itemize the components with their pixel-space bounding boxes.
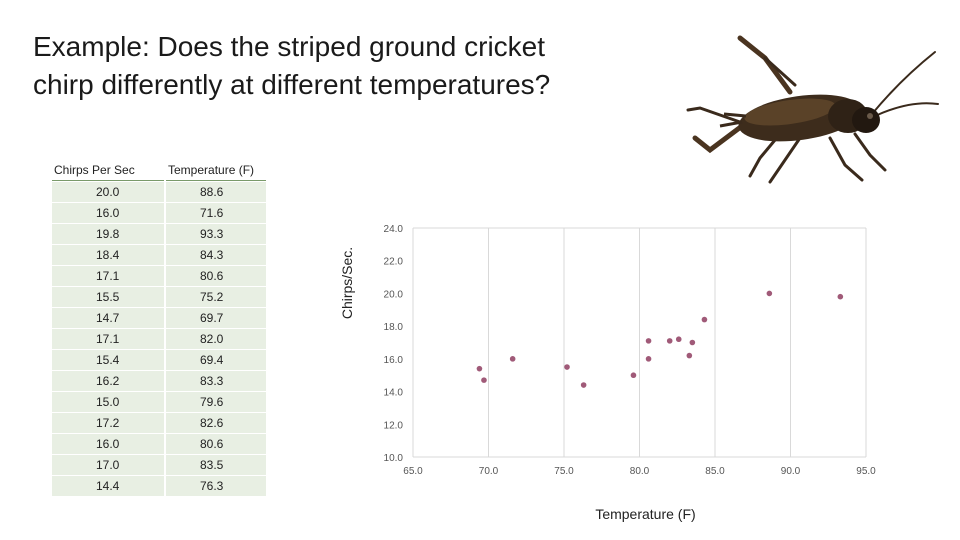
chirps-cell: 18.4 xyxy=(52,245,164,265)
table-row: 17.2 82.6 xyxy=(52,413,266,433)
scatter-chart: 10.0 12.0 14.0 16.0 18.0 20.0 22.0 24.0 65.0 70.0… xyxy=(339,224,876,522)
data-point xyxy=(481,377,487,383)
data-point xyxy=(645,356,652,362)
chirps-cell: 16.0 xyxy=(52,434,164,454)
table-row: 14.7 69.7 xyxy=(52,308,266,328)
y-tick-label: 24.0 xyxy=(384,224,404,235)
table-row: 15.4 69.4 xyxy=(52,350,266,370)
x-tick-label: 70.0 xyxy=(479,466,499,477)
y-tick-label: 20.0 xyxy=(384,289,404,300)
table-row: 19.8 93.3 xyxy=(52,224,266,244)
chirps-cell: 16.2 xyxy=(52,371,164,391)
chirps-cell: 17.1 xyxy=(52,329,164,349)
table-row: 17.1 80.6 xyxy=(52,266,266,286)
table-row: 15.5 75.2 xyxy=(52,287,266,307)
chirps-cell: 15.0 xyxy=(52,392,164,412)
temperature-cell: 75.2 xyxy=(166,287,266,307)
y-tick-label: 22.0 xyxy=(384,257,404,268)
slide-title-line-2: chirp differently at different temperatu… xyxy=(33,69,551,100)
table-row: 17.1 82.0 xyxy=(52,329,266,349)
y-axis-title: Chirps/Sec. xyxy=(339,247,355,319)
slide-title-line-1: Example: Does the striped ground cricket xyxy=(33,31,546,62)
temperature-cell: 69.4 xyxy=(166,350,266,370)
data-point xyxy=(580,382,587,388)
x-tick-label: 95.0 xyxy=(856,466,876,477)
x-tick-label: 75.0 xyxy=(554,466,574,477)
temperature-cell: 76.3 xyxy=(166,476,266,496)
chirps-cell: 14.4 xyxy=(52,476,164,496)
table-row: 16.2 83.3 xyxy=(52,371,266,391)
table-row: 16.0 80.6 xyxy=(52,434,266,454)
y-tick-label: 16.0 xyxy=(384,355,404,366)
temperature-cell: 82.6 xyxy=(166,413,266,433)
cricket-image xyxy=(686,35,939,184)
data-point xyxy=(476,365,483,372)
temperature-cell: 79.6 xyxy=(166,392,266,412)
chirps-cell: 15.5 xyxy=(52,287,164,307)
data-point xyxy=(645,338,652,344)
x-tick-label: 65.0 xyxy=(403,466,423,477)
data-point xyxy=(766,290,773,297)
y-tick-label: 14.0 xyxy=(384,388,404,399)
x-tick-label: 85.0 xyxy=(705,466,725,477)
column-header-chirps: Chirps Per Sec xyxy=(52,159,164,181)
table-row: 14.4 76.3 xyxy=(52,476,266,496)
slide-title: Example: Does the striped ground cricket… xyxy=(33,28,673,104)
table-header-row: Chirps Per Sec Temperature (F) xyxy=(52,159,266,181)
temperature-cell: 88.6 xyxy=(166,182,266,202)
temperature-cell: 83.3 xyxy=(166,371,266,391)
data-point xyxy=(689,339,696,346)
x-tick-label: 90.0 xyxy=(781,466,801,477)
temperature-cell: 69.7 xyxy=(166,308,266,328)
chirps-cell: 16.0 xyxy=(52,203,164,223)
chirps-cell: 17.2 xyxy=(52,413,164,433)
data-point xyxy=(630,372,637,379)
table-row: 17.0 83.5 xyxy=(52,455,266,475)
data-point xyxy=(837,293,844,300)
chirps-cell: 15.4 xyxy=(52,350,164,370)
data-point xyxy=(686,352,693,359)
x-tick-label: 80.0 xyxy=(630,466,650,477)
y-tick-label: 10.0 xyxy=(384,453,404,464)
x-axis-title: Temperature (F) xyxy=(595,506,695,522)
data-point xyxy=(666,338,673,344)
y-tick-label: 12.0 xyxy=(384,420,404,431)
chirps-cell: 14.7 xyxy=(52,308,164,328)
temperature-cell: 84.3 xyxy=(166,245,266,265)
chirps-cell: 20.0 xyxy=(52,182,164,202)
temperature-cell: 83.5 xyxy=(166,455,266,475)
temperature-cell: 71.6 xyxy=(166,203,266,223)
table-row: 16.0 71.6 xyxy=(52,203,266,223)
column-header-temperature: Temperature (F) xyxy=(166,159,266,181)
data-point xyxy=(701,316,708,323)
chirps-cell: 17.0 xyxy=(52,455,164,475)
table-row: 18.4 84.3 xyxy=(52,245,266,265)
y-tick-label: 18.0 xyxy=(384,322,404,333)
chirps-cell: 17.1 xyxy=(52,266,164,286)
temperature-cell: 80.6 xyxy=(166,266,266,286)
table-row: 15.0 79.6 xyxy=(52,392,266,412)
temperature-cell: 82.0 xyxy=(166,329,266,349)
data-point xyxy=(564,364,570,370)
data-point xyxy=(675,336,682,343)
data-point xyxy=(509,356,516,362)
temperature-cell: 93.3 xyxy=(166,224,266,244)
chirps-cell: 19.8 xyxy=(52,224,164,244)
data-table: Chirps Per Sec Temperature (F) 20.0 88.6 1… xyxy=(50,158,268,497)
table-row: 20.0 88.6 xyxy=(52,182,266,202)
temperature-cell: 80.6 xyxy=(166,434,266,454)
